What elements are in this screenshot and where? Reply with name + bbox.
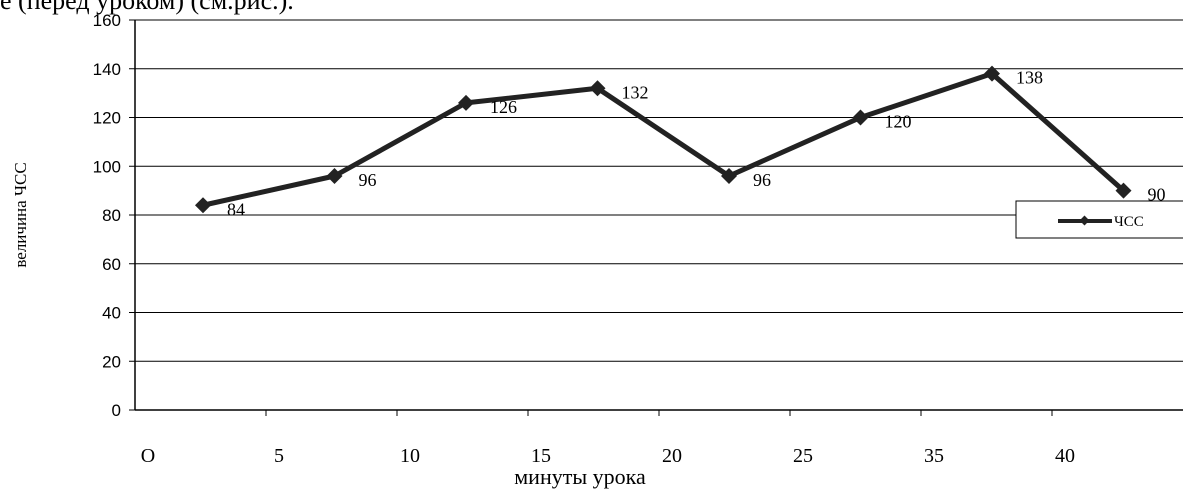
data-point <box>195 197 211 213</box>
legend-label: ЧСС <box>1114 214 1144 230</box>
data-label: 132 <box>622 82 649 102</box>
data-label: 84 <box>227 199 245 219</box>
x-tick-label: 25 <box>793 445 813 467</box>
legend: ЧСС <box>1016 201 1183 238</box>
x-tick-label: 20 <box>662 445 682 467</box>
y-tick-label: 160 <box>93 11 121 30</box>
y-tick-label: 0 <box>112 401 121 420</box>
y-axis-title: величина ЧСС <box>11 162 30 267</box>
y-tick-label: 80 <box>102 206 121 225</box>
x-tick-label: О <box>141 445 155 467</box>
x-ticks: О 5 10 15 20 25 35 40 <box>141 410 1075 467</box>
y-ticks: 0 20 40 60 80 100 120 140 160 <box>93 11 135 420</box>
x-tick-label: 5 <box>274 445 284 467</box>
x-tick-label: 10 <box>400 445 420 467</box>
x-tick-label: 35 <box>924 445 944 467</box>
data-label: 138 <box>1016 68 1043 88</box>
data-label: 96 <box>359 170 377 190</box>
y-tick-label: 20 <box>102 352 121 371</box>
series-line <box>195 66 1132 214</box>
y-tick-label: 140 <box>93 60 121 79</box>
data-point <box>853 110 869 126</box>
y-tick-label: 100 <box>93 157 121 176</box>
series-line-ccs <box>203 74 1124 206</box>
data-label: 126 <box>490 97 517 117</box>
y-tick-label: 120 <box>93 109 121 128</box>
data-label: 120 <box>885 112 912 132</box>
y-tick-label: 60 <box>102 255 121 274</box>
x-tick-label: 40 <box>1055 445 1075 467</box>
x-axis-title: минуты урока <box>514 464 646 489</box>
data-label: 96 <box>753 170 771 190</box>
y-tick-label: 40 <box>102 304 121 323</box>
